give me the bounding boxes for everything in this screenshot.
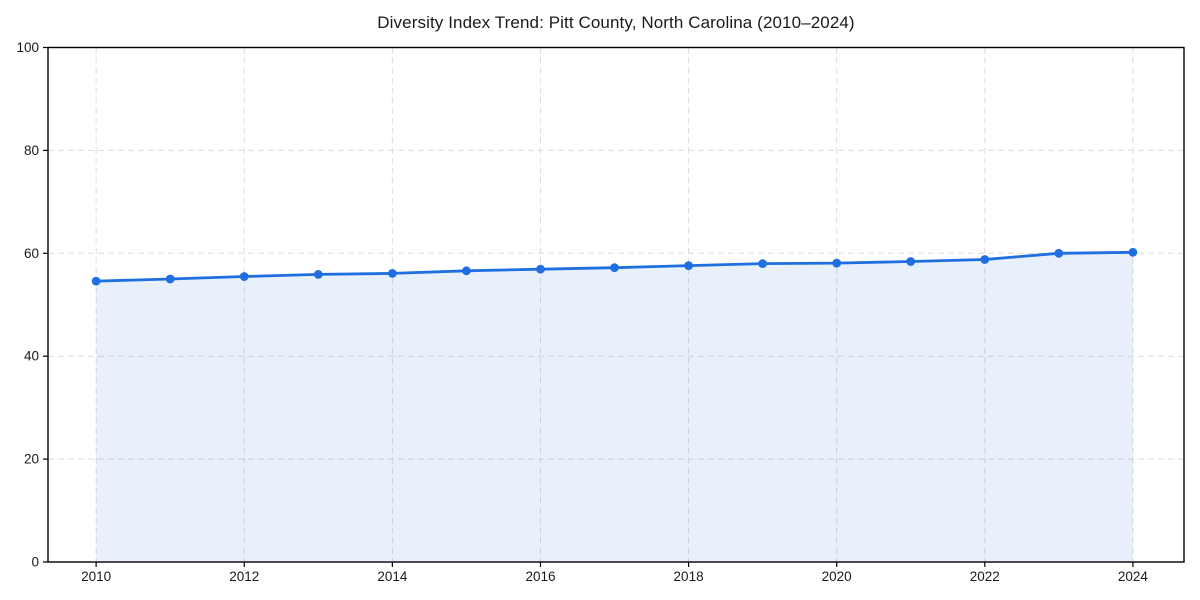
data-point-marker (536, 264, 545, 274)
data-point-marker (313, 270, 323, 279)
y-tick-label: 40 (24, 349, 39, 364)
x-tick-label: 2016 (525, 569, 555, 584)
data-point-marker (165, 274, 175, 284)
y-tick-label: 20 (24, 452, 39, 467)
x-tick-label: 2022 (970, 569, 1000, 584)
x-tick-label: 2020 (822, 569, 852, 584)
y-tick-label: 0 (31, 555, 39, 570)
data-point-marker (980, 255, 990, 264)
chart-title: Diversity Index Trend: Pitt County, Nort… (377, 13, 855, 32)
x-tick-label: 2018 (674, 569, 704, 584)
data-point-marker (906, 257, 916, 266)
x-tick-label: 2024 (1118, 569, 1149, 584)
data-point-marker (388, 269, 397, 278)
y-tick-label: 80 (24, 143, 39, 158)
x-tick-label: 2014 (377, 569, 408, 584)
y-tick-label: 100 (16, 40, 39, 55)
data-point-marker (1128, 247, 1138, 257)
data-point-marker (1054, 248, 1064, 258)
area-fill (96, 252, 1133, 563)
axes-spines (47, 46, 1185, 563)
y-tick-label: 60 (24, 246, 39, 261)
data-point-marker (684, 261, 693, 270)
x-tick-label: 2010 (81, 569, 111, 584)
x-tick-label: 2012 (229, 569, 259, 584)
data-point-marker (610, 263, 619, 273)
data-point-marker (91, 276, 101, 286)
data-point-marker (758, 259, 767, 268)
data-point-marker (239, 272, 249, 281)
data-point-marker (832, 258, 842, 268)
data-point-marker (462, 266, 471, 276)
